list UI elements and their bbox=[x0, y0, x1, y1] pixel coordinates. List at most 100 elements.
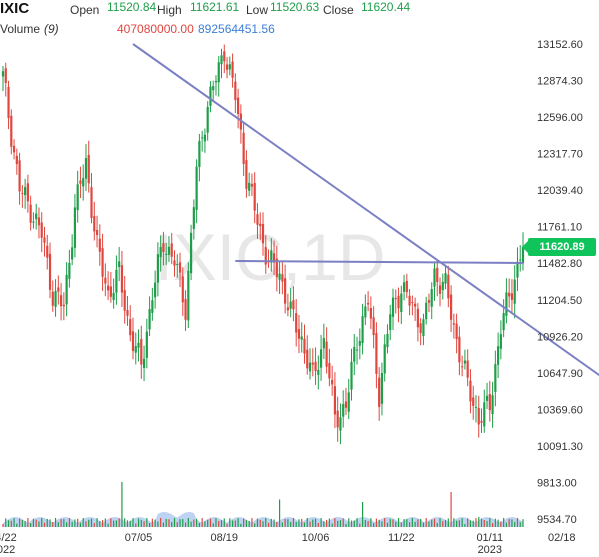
candle-body bbox=[137, 342, 140, 348]
candle-body bbox=[272, 253, 276, 263]
candle-body bbox=[344, 401, 348, 408]
candle-body bbox=[87, 154, 90, 184]
close-label: Close bbox=[323, 3, 354, 17]
candle-body bbox=[488, 394, 491, 411]
y-tick-label: 10369.60 bbox=[537, 404, 583, 416]
candle-body bbox=[519, 259, 522, 261]
candle-body bbox=[447, 274, 450, 299]
candle-body bbox=[414, 303, 417, 307]
candle-body bbox=[154, 282, 157, 298]
candle-body bbox=[430, 289, 433, 307]
candle-body bbox=[394, 298, 397, 300]
candle-body bbox=[436, 267, 439, 283]
candle-body bbox=[328, 363, 331, 379]
candle-body bbox=[297, 329, 301, 339]
candle-body bbox=[206, 106, 209, 133]
candle-body bbox=[322, 338, 325, 349]
volume-period: (9) bbox=[44, 22, 59, 36]
candle-body bbox=[7, 86, 10, 119]
candle-body bbox=[167, 246, 171, 255]
candle-body bbox=[333, 386, 337, 415]
candle-body bbox=[54, 291, 57, 307]
y-tick-label: 11204.50 bbox=[537, 295, 582, 307]
candle-body bbox=[120, 265, 124, 293]
candle-body bbox=[37, 217, 41, 226]
candle-body bbox=[386, 333, 389, 348]
candle-body bbox=[131, 331, 135, 352]
candle-body bbox=[73, 207, 77, 248]
volume-value: 407080000.00 bbox=[117, 22, 194, 36]
symbol-label: IXIC bbox=[0, 0, 30, 17]
candle-body bbox=[26, 183, 29, 202]
candle-body bbox=[521, 246, 525, 264]
y-tick-label: 12039.40 bbox=[537, 185, 583, 197]
candle-body bbox=[173, 260, 176, 266]
candle-body bbox=[416, 308, 419, 328]
candle-body bbox=[65, 274, 68, 305]
y-tick-label: 12874.30 bbox=[537, 76, 583, 88]
candle-body bbox=[455, 323, 458, 340]
y-tick-label: 13152.60 bbox=[537, 39, 583, 51]
watermark: IXIC,1D bbox=[154, 220, 385, 294]
open-value: 11520.84 bbox=[107, 0, 157, 14]
y-tick-label: 9813.00 bbox=[537, 477, 577, 489]
x-tick-label: 08/19 bbox=[211, 532, 239, 544]
candle-body bbox=[433, 268, 436, 287]
candle-body bbox=[29, 204, 32, 223]
candle-body bbox=[112, 292, 115, 300]
candle-body bbox=[502, 313, 505, 331]
candle-body bbox=[319, 349, 323, 368]
candle-body bbox=[234, 81, 237, 101]
candle-body bbox=[474, 407, 478, 409]
candle-body bbox=[159, 247, 162, 258]
candle-body bbox=[84, 158, 88, 179]
candle-body bbox=[250, 184, 254, 187]
candle-body bbox=[311, 362, 314, 365]
candle-body bbox=[223, 51, 226, 62]
candle-body bbox=[156, 254, 159, 283]
candle-body bbox=[192, 207, 195, 229]
candle-body bbox=[151, 300, 154, 313]
candle-body bbox=[425, 302, 428, 320]
candle-body bbox=[107, 285, 110, 291]
candle-body bbox=[336, 410, 339, 428]
candle-body bbox=[510, 293, 514, 300]
candle-body bbox=[491, 395, 494, 414]
candle-body bbox=[461, 366, 464, 368]
x-tick-year: 2022 bbox=[0, 544, 15, 556]
candle-body bbox=[71, 247, 74, 260]
candle-body bbox=[402, 282, 406, 292]
candle-body bbox=[342, 403, 345, 417]
candle-body bbox=[419, 323, 422, 334]
candle-body bbox=[104, 277, 107, 284]
x-tick-label: 01/11 bbox=[476, 532, 503, 544]
trendline-horizontal bbox=[235, 259, 524, 264]
candle-body bbox=[308, 362, 312, 372]
candle-body bbox=[1, 71, 5, 77]
volume-label: Volume bbox=[0, 22, 41, 36]
y-tick-label: 12317.70 bbox=[537, 149, 583, 161]
candle-body bbox=[303, 338, 306, 354]
trendline-descending bbox=[132, 43, 599, 377]
candle-body bbox=[485, 395, 489, 401]
x-tick-label: 07/05 bbox=[125, 532, 153, 544]
candle-body bbox=[466, 360, 469, 378]
candle-body bbox=[516, 261, 519, 278]
candle-body bbox=[256, 214, 259, 225]
candle-body bbox=[411, 302, 414, 304]
candle-body bbox=[24, 187, 27, 196]
volume-ma-value: 892564451.56 bbox=[198, 22, 275, 36]
candle-body bbox=[126, 310, 129, 316]
candle-body bbox=[383, 344, 386, 374]
candle-body bbox=[452, 323, 455, 325]
candle-body bbox=[253, 182, 256, 211]
candle-body bbox=[93, 216, 96, 232]
candle-body bbox=[278, 273, 281, 280]
candle-body bbox=[237, 97, 240, 115]
candle-body bbox=[286, 307, 289, 311]
candle-body bbox=[95, 230, 99, 236]
candle-body bbox=[178, 262, 182, 273]
candle-body bbox=[378, 377, 381, 407]
candle-body bbox=[21, 192, 24, 194]
